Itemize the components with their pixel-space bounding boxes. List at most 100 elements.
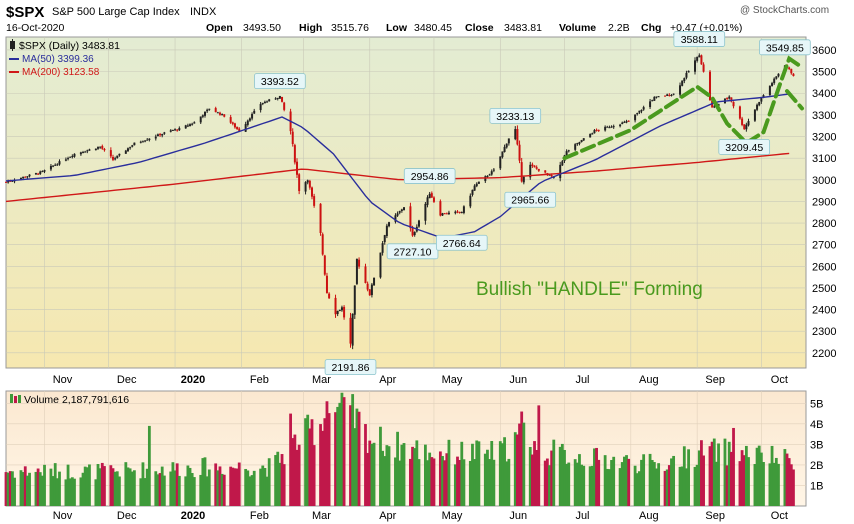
candle-body [670,94,673,96]
candle-body [266,101,269,103]
volume-bar [575,462,579,506]
volume-bar [293,434,297,506]
price-x-tick-label: Aug [639,374,659,386]
candle-body [276,97,279,99]
volume-bar [610,460,613,506]
candle-body [154,136,157,139]
volume-bar [265,476,269,506]
price-y-tick-label: 3600 [812,45,836,57]
volume-bar [58,471,61,506]
candle-body [313,196,316,206]
volume-bar [595,447,598,506]
candle-body [578,142,581,144]
quote-low-value: 3480.45 [414,22,452,34]
volume-bar [231,467,235,506]
volume-bar [458,459,462,506]
price-y-tick-label: 3500 [812,67,836,79]
price-y-tick-label: 3200 [812,132,836,144]
candle-body [236,126,239,130]
candle-body [501,151,504,158]
candle-body [116,155,119,158]
candle-body [253,110,256,114]
volume-bar [171,462,175,506]
candle-body [456,211,459,213]
candle-body [730,97,733,102]
volume-x-tick-label: Jun [509,510,527,522]
volume-y-tick-label: 5B [810,398,823,410]
candle-body [756,104,759,110]
volume-x-tick-label: Jul [575,510,589,522]
volume-bar [665,469,669,506]
candle-body [604,126,607,131]
candle-body [636,113,639,115]
volume-bars [4,392,795,506]
candle-body [43,170,46,172]
volume-x-tick-label: Sep [705,510,725,522]
candle-body [726,97,729,99]
price-y-tick-label: 2500 [812,283,836,295]
candle-body [713,106,716,108]
volume-bar [729,451,733,506]
volume-bar [312,445,316,506]
candle-body [184,125,187,129]
candle-body [469,195,472,207]
volume-bar [762,462,765,506]
legend-vol-bar-3 [18,395,21,403]
price-x-tick-label: May [442,374,463,386]
volume-bar [51,476,55,506]
candle-body [488,174,491,176]
volume-bar [169,471,173,506]
volume-bar [250,475,254,506]
price-callout-box [324,359,377,376]
candle-body [430,193,433,198]
candle-body [7,181,10,183]
volume-bar [409,458,412,506]
volume-bar [13,477,16,506]
volume-bar [53,463,57,506]
candle-body [171,129,174,131]
volume-bar [96,464,100,506]
candle-body [458,211,461,213]
volume-bar [648,453,652,506]
volume-bar [787,458,791,506]
volume-bar [11,471,14,506]
exchange: INDX [190,6,217,18]
candle-body [199,116,202,123]
candle-body [274,98,277,100]
candle-body [381,243,384,253]
volume-bar [385,445,389,506]
price-y-tick-label: 3300 [812,110,836,122]
volume-bar [560,443,564,506]
candle-body [218,112,221,115]
volume-bar [486,449,489,506]
candle-body [606,126,609,128]
candle-body [738,106,741,119]
volume-bar [682,446,686,506]
volume-bar [394,457,397,506]
candle-body [336,310,339,315]
volume-bar [715,461,718,506]
candle-body [24,176,27,178]
volume-x-tick-label: Oct [771,510,788,522]
volume-bar [175,463,179,506]
volume-bar [533,441,536,506]
candle-body [426,197,429,205]
candle-body [595,129,598,131]
volume-bar [441,456,444,506]
legend-vol-bar-1 [10,394,13,403]
legend-vol-bar-2 [14,396,17,403]
price-y-tick-label: 2900 [812,196,836,208]
candle-body [608,127,611,129]
candle-body [248,118,251,121]
candle-body [139,141,142,143]
candle-body [708,71,711,101]
volume-x-tick-label: Aug [639,510,659,522]
legend-ma200: MA(200) 3123.58 [22,67,100,78]
candle-body [668,95,671,97]
ma50-line [5,93,790,239]
volume-bar [381,450,385,506]
quote-open-value: 3493.50 [243,22,281,34]
volume-bar [308,428,312,506]
candle-body [97,147,100,149]
volume-bar [321,430,325,506]
